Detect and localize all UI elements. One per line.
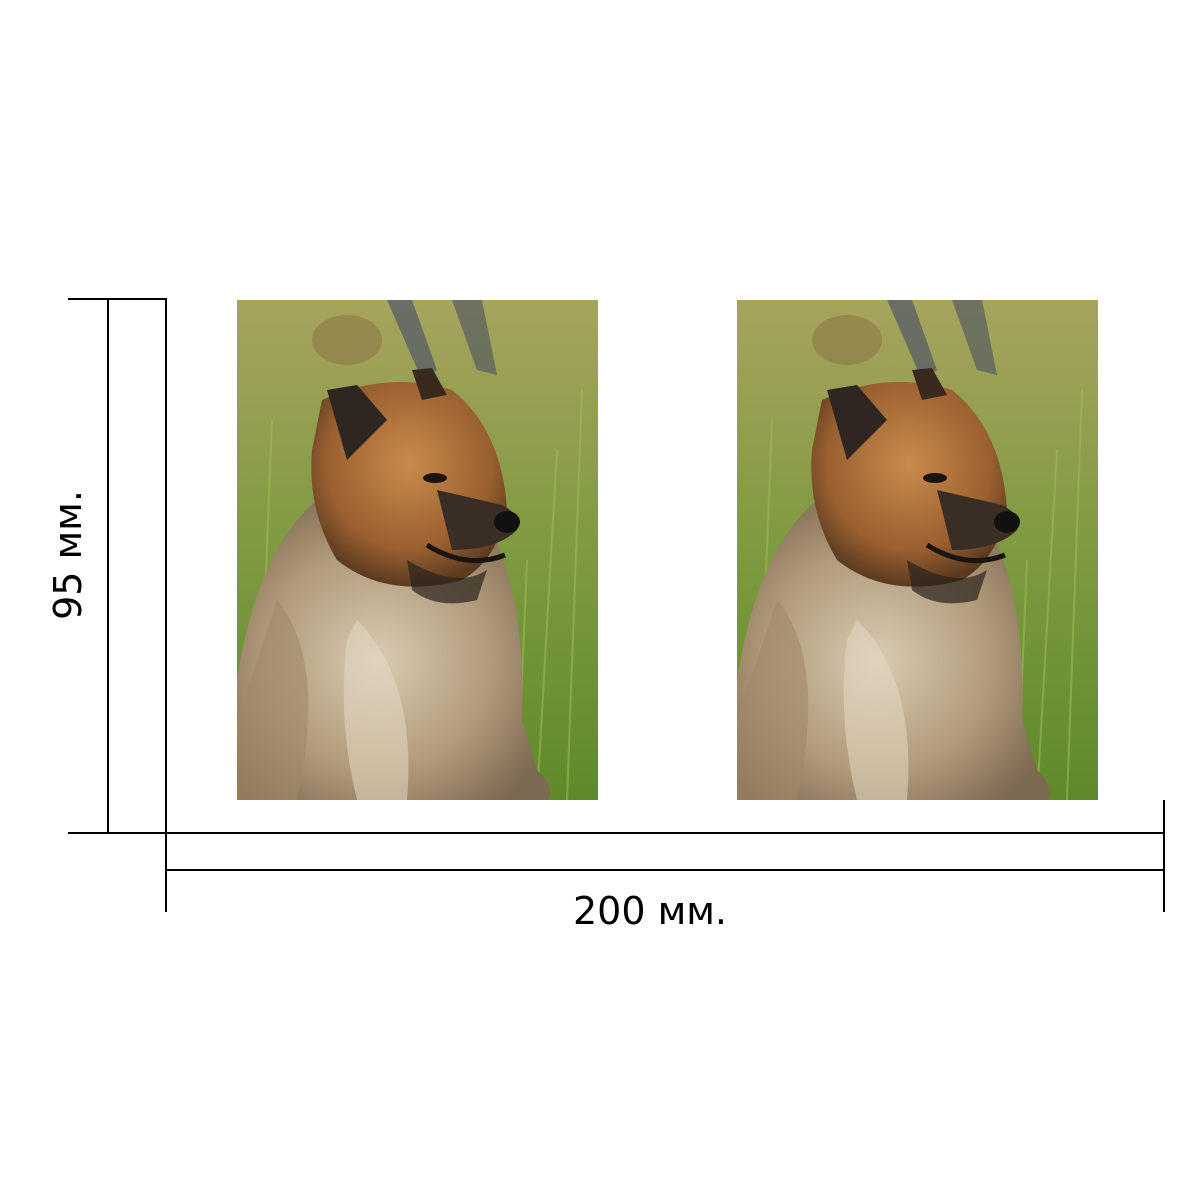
- height-label: 95 мм.: [46, 490, 90, 620]
- width-extension-line: [165, 832, 1165, 834]
- dog-image: [237, 300, 598, 800]
- height-bottom-tick: [68, 832, 166, 834]
- width-right-tick: [1163, 800, 1165, 912]
- height-extension-line: [165, 298, 167, 834]
- dog-photo-right: [737, 300, 1098, 800]
- height-top-tick: [68, 298, 166, 300]
- dog-photo-left: [237, 300, 598, 800]
- dog-image: [737, 300, 1098, 800]
- width-dimension-line: [165, 869, 1165, 871]
- height-dimension-line: [107, 298, 109, 834]
- width-left-tick: [165, 800, 167, 912]
- width-label: 200 мм.: [572, 889, 728, 933]
